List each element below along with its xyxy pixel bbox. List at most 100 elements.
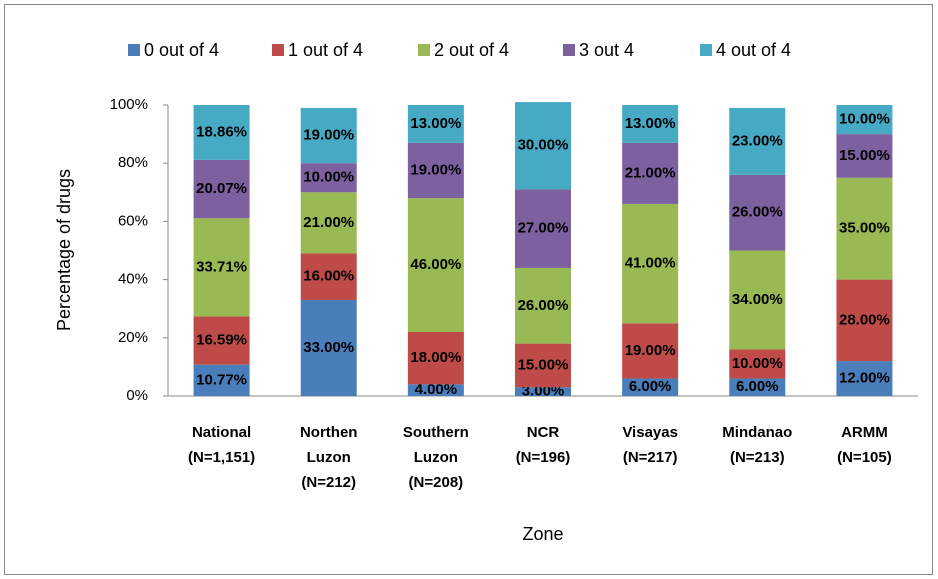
data-label: 6.00% (629, 378, 672, 395)
data-label: 10.00% (303, 169, 354, 186)
bar-segment (729, 349, 786, 379)
x-tick-label: National (192, 424, 251, 441)
data-label: 33.00% (303, 339, 354, 356)
x-tick-label: Visayas (622, 424, 678, 441)
legend-swatch (563, 44, 575, 56)
bar-segment (407, 384, 464, 396)
data-label: 19.00% (625, 342, 676, 359)
data-label: 34.00% (732, 291, 783, 308)
y-tick-label: 100% (110, 96, 148, 113)
data-label: 21.00% (625, 164, 676, 181)
data-label: 12.00% (839, 370, 890, 387)
data-label: 20.07% (196, 180, 247, 197)
data-label: 46.00% (410, 256, 461, 273)
bar-segment (622, 142, 679, 204)
data-label: 10.00% (732, 355, 783, 372)
bar-segment (300, 299, 357, 396)
x-tick-label: (N=212) (301, 474, 356, 491)
data-label: 15.00% (518, 356, 569, 373)
data-label: 15.00% (839, 147, 890, 164)
data-label: 27.00% (518, 220, 569, 237)
data-label: 19.00% (303, 127, 354, 144)
y-axis-title: Percentage of drugs (54, 169, 74, 331)
data-label: 18.00% (410, 349, 461, 366)
data-label: 33.71% (196, 258, 247, 275)
x-tick-label: (N=105) (837, 449, 892, 466)
bar-segment (193, 159, 250, 219)
x-tick-label: Luzon (414, 449, 458, 466)
bar-segment (300, 107, 357, 164)
bar-segment (300, 253, 357, 300)
bar-segment (193, 105, 250, 160)
data-label: 23.00% (732, 132, 783, 149)
legend-swatch (128, 44, 140, 56)
legend-label: 0 out of 4 (144, 40, 219, 60)
x-axis-title: Zone (522, 524, 563, 544)
x-tick-label: NCR (527, 424, 560, 441)
bar-segment (407, 105, 464, 143)
y-tick-label: 60% (118, 212, 148, 229)
bar-segment (729, 250, 786, 350)
bar-segment (729, 378, 786, 396)
x-tick-label: Southern (403, 424, 469, 441)
x-tick-label: (N=208) (409, 474, 464, 491)
bar-segment (622, 378, 679, 396)
bar-segment (515, 189, 571, 268)
data-label: 28.00% (839, 311, 890, 328)
bar-segment (515, 387, 571, 396)
y-tick-label: 80% (118, 154, 148, 171)
x-tick-label: (N=196) (516, 449, 571, 466)
x-tick-label: Northen (300, 424, 358, 441)
data-label: 18.86% (196, 123, 247, 140)
x-tick-label: ARMM (841, 424, 888, 441)
bar-segment (515, 343, 571, 388)
bar-segment (622, 323, 679, 379)
bar-segment (836, 134, 893, 178)
data-label: 19.00% (410, 161, 461, 178)
data-label: 13.00% (625, 115, 676, 132)
x-tick-label: (N=213) (730, 449, 785, 466)
legend-swatch (418, 44, 430, 56)
data-label: 35.00% (839, 220, 890, 237)
legend-swatch (700, 44, 712, 56)
data-label: 10.00% (839, 111, 890, 128)
legend-swatch (272, 44, 284, 56)
bar-segment (729, 174, 786, 251)
y-tick-label: 0% (126, 387, 148, 404)
data-label: 10.77% (196, 371, 247, 388)
y-tick-label: 40% (118, 271, 148, 288)
bar-segment (515, 267, 571, 344)
legend-label: 2 out of 4 (434, 40, 509, 60)
bar-segment (193, 316, 250, 365)
data-label: 13.00% (410, 115, 461, 132)
data-label: 21.00% (303, 214, 354, 231)
data-label: 26.00% (518, 297, 569, 314)
bar-segment (836, 361, 893, 396)
x-tick-label: Luzon (307, 449, 351, 466)
data-label: 16.00% (303, 268, 354, 285)
bar-segment (407, 142, 464, 199)
bar-segment (407, 198, 464, 332)
data-label: 30.00% (518, 137, 569, 154)
bar-segment (193, 364, 250, 396)
bar-segment (407, 331, 464, 385)
data-label: 4.00% (415, 381, 458, 398)
x-tick-label: (N=1,151) (188, 449, 255, 466)
data-label: 41.00% (625, 255, 676, 272)
bar-segment (622, 105, 679, 143)
legend-label: 3 out 4 (579, 40, 634, 60)
x-tick-label: Mindanao (722, 424, 792, 441)
bar-segment (836, 279, 893, 362)
bar-segment (515, 102, 571, 190)
bar-segment (300, 163, 357, 193)
legend-label: 1 out of 4 (288, 40, 363, 60)
chart-border (4, 4, 933, 575)
x-tick-label: (N=217) (623, 449, 678, 466)
bar-segment (193, 218, 250, 317)
bar-segment (300, 192, 357, 254)
bar-segment (836, 105, 893, 135)
legend-label: 4 out of 4 (716, 40, 791, 60)
bar-segment (729, 107, 786, 175)
bar-segment (622, 203, 679, 324)
